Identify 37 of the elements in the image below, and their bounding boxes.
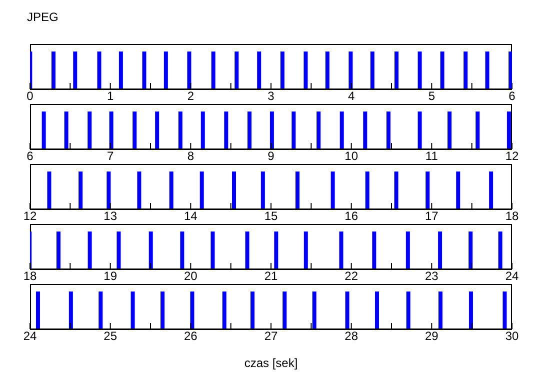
x-tick-label: 8 bbox=[187, 149, 194, 163]
x-tick-label: 12 bbox=[23, 209, 37, 223]
x-tick-label: 18 bbox=[505, 209, 519, 223]
x-tick-label: 26 bbox=[184, 329, 198, 343]
x-tick-label: 29 bbox=[424, 329, 439, 343]
x-tick-label: 17 bbox=[424, 209, 439, 223]
x-tick-label: 0 bbox=[26, 89, 34, 103]
x-tick-label: 10 bbox=[344, 149, 358, 163]
x-tick-label: 27 bbox=[264, 329, 278, 343]
x-tick-label: 30 bbox=[505, 329, 519, 343]
x-tick-label: 18 bbox=[23, 269, 37, 283]
x-tick-label: 7 bbox=[106, 149, 114, 163]
x-tick-label: 15 bbox=[264, 209, 278, 223]
x-tick-label: 22 bbox=[344, 269, 358, 283]
x-tick-label: 5 bbox=[428, 89, 436, 103]
x-axis-title: czas [sek] bbox=[243, 356, 299, 370]
x-tick-label: 2 bbox=[187, 89, 194, 103]
x-tick-label: 28 bbox=[344, 329, 358, 343]
x-tick-label: 20 bbox=[184, 269, 198, 283]
x-tick-label: 6 bbox=[26, 149, 34, 163]
x-tick-label: 13 bbox=[104, 209, 118, 223]
x-tick-label: 4 bbox=[348, 89, 355, 103]
x-tick-label: 24 bbox=[23, 329, 37, 343]
x-tick-label: 21 bbox=[264, 269, 278, 283]
x-tick-label: 1 bbox=[106, 89, 114, 103]
x-tick-label: 6 bbox=[508, 89, 516, 103]
x-tick-label: 11 bbox=[425, 149, 438, 163]
x-tick-label: 23 bbox=[424, 269, 439, 283]
x-tick-label: 19 bbox=[104, 269, 118, 283]
x-tick-label: 16 bbox=[344, 209, 358, 223]
x-tick-label: 9 bbox=[268, 149, 275, 163]
x-tick-label: 3 bbox=[268, 89, 275, 103]
chart-title: JPEG bbox=[27, 10, 58, 24]
x-tick-label: 14 bbox=[184, 209, 198, 223]
x-tick-label: 25 bbox=[104, 329, 118, 343]
x-tick-label: 24 bbox=[505, 269, 519, 283]
x-tick-label: 12 bbox=[505, 149, 519, 163]
